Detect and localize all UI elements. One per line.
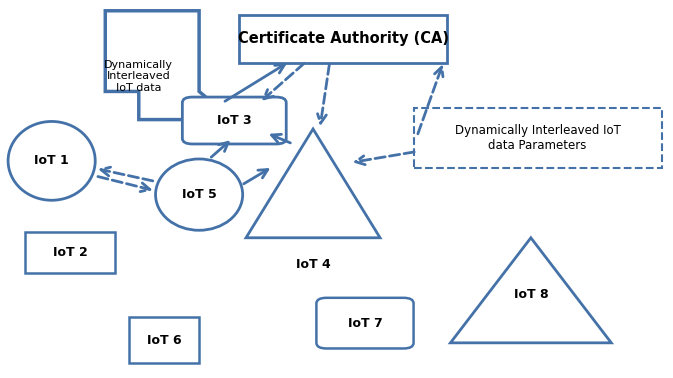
FancyBboxPatch shape [316,298,414,349]
FancyBboxPatch shape [414,108,662,168]
Text: Dynamically
Interleaved
IoT data: Dynamically Interleaved IoT data [104,60,173,93]
FancyBboxPatch shape [129,317,199,364]
FancyBboxPatch shape [182,97,286,144]
FancyBboxPatch shape [240,14,447,63]
Text: Certificate Authority (CA): Certificate Authority (CA) [238,31,449,46]
Text: IoT 8: IoT 8 [513,288,548,301]
Text: IoT 2: IoT 2 [52,246,87,259]
Text: IoT 1: IoT 1 [34,154,69,167]
Text: IoT 5: IoT 5 [182,188,217,201]
Text: Dynamically Interleaved IoT
data Parameters: Dynamically Interleaved IoT data Paramet… [455,124,621,152]
Text: IoT 7: IoT 7 [348,317,382,330]
Text: IoT 6: IoT 6 [147,333,181,347]
Text: IoT 3: IoT 3 [217,114,252,127]
FancyBboxPatch shape [25,232,115,273]
Text: IoT 4: IoT 4 [295,257,330,271]
